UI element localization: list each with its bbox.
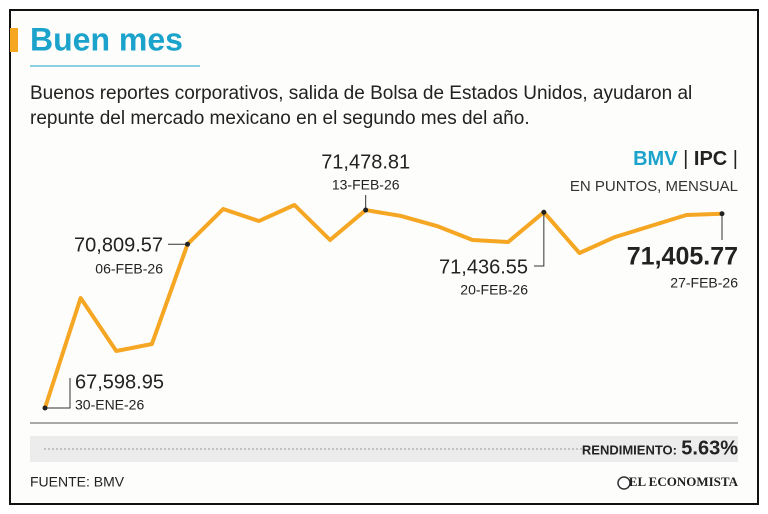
subtitle: repunte del mercado mexicano en el segun… xyxy=(30,108,530,129)
series-header: BMV | IPC | xyxy=(633,148,738,170)
source: FUENTE: BMV xyxy=(30,474,125,490)
line xyxy=(43,203,723,409)
header-bmv: BMV xyxy=(633,148,678,170)
header-sep: | xyxy=(683,148,688,170)
point xyxy=(185,241,191,247)
date-label: 13-FEB-26 xyxy=(332,177,400,193)
leader-line xyxy=(45,378,71,409)
leader-line xyxy=(534,212,545,267)
logo: EL ECONOMISTA xyxy=(629,474,739,489)
point xyxy=(541,209,547,215)
title-marker xyxy=(10,28,18,52)
point xyxy=(719,211,725,217)
value-label: 70,809.57 xyxy=(74,234,163,256)
subtitle: Buenos reportes corporativos, salida de … xyxy=(30,83,692,104)
date-label: 20-FEB-26 xyxy=(460,282,528,298)
value-label: 71,436.55 xyxy=(439,256,528,278)
date-label: 27-FEB-26 xyxy=(670,275,738,291)
date-label: 30-ENE-26 xyxy=(75,397,144,413)
frame xyxy=(9,9,759,505)
performance-label: RENDIMIENTO: xyxy=(582,442,677,457)
value-label: 71,405.77 xyxy=(627,243,738,271)
value-label: 67,598.95 xyxy=(75,371,164,393)
value-label: 71,478.81 xyxy=(321,151,410,173)
chart-title: Buen mes xyxy=(30,21,183,57)
date-label: 06-FEB-26 xyxy=(95,261,163,277)
header-sep: | xyxy=(733,148,738,170)
performance-value: 5.63% xyxy=(681,437,738,459)
point xyxy=(363,207,369,213)
unit-label: EN PUNTOS, MENSUAL xyxy=(570,178,738,195)
logo-icon xyxy=(617,476,631,490)
header-ipc: IPC xyxy=(694,148,727,170)
point xyxy=(42,405,48,411)
